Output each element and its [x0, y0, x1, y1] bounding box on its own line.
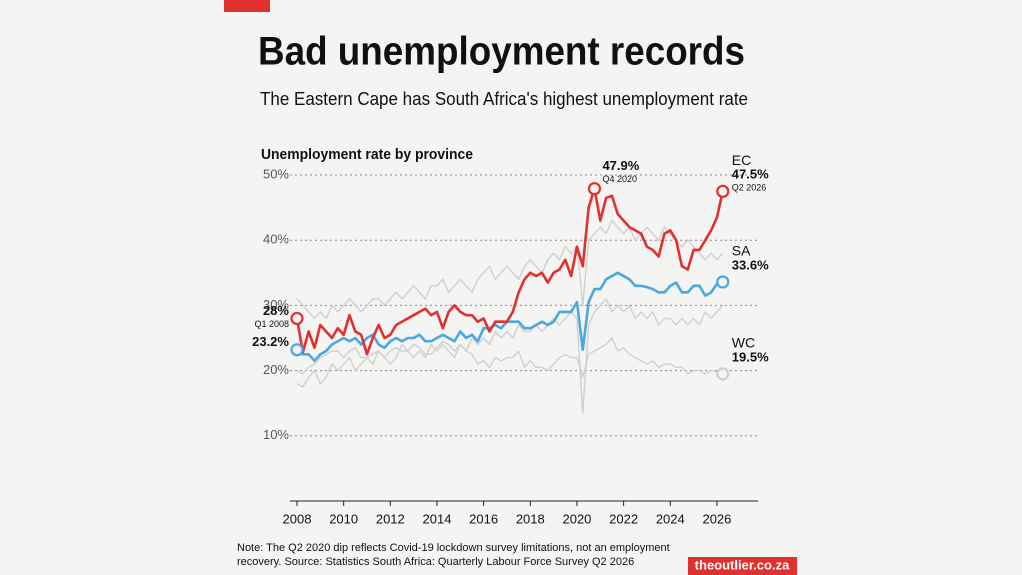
- y-tick-label: 50%: [263, 166, 289, 181]
- y-tick-label: 30%: [263, 297, 289, 312]
- annotation-value: 23.2%: [252, 334, 289, 349]
- brand-bar: [224, 0, 270, 12]
- highlight-point: [587, 182, 602, 196]
- x-tick-label: 2010: [329, 511, 358, 526]
- highlight-point: [716, 184, 730, 198]
- y-tick-label: 10%: [263, 427, 289, 442]
- axis-title: Unemployment rate by province: [261, 146, 473, 163]
- note: recovery. Source: Statistics South Afric…: [237, 556, 634, 568]
- annotation-value: 33.6%: [732, 257, 769, 272]
- brand-box: [688, 557, 797, 575]
- series-label: WC: [732, 335, 755, 351]
- series-line: [296, 337, 723, 378]
- x-tick-label: 2016: [469, 511, 498, 526]
- x-tick-label: 2024: [656, 511, 685, 526]
- annotation-period: Q2 2026: [732, 183, 767, 193]
- series-label: EC: [732, 152, 751, 168]
- chart-title: Bad unemployment records: [258, 30, 745, 74]
- note: Note: The Q2 2020 dip reflects Covid-19 …: [237, 542, 670, 554]
- series-line: [296, 271, 724, 363]
- y-tick-label: 40%: [263, 232, 289, 247]
- annotation-value: 19.5%: [732, 349, 769, 364]
- annotation-value: 47.5%: [732, 167, 769, 182]
- x-tick-label: 2008: [283, 511, 312, 526]
- series-line: [296, 219, 724, 320]
- x-tick-label: 2026: [702, 511, 731, 526]
- annotation-value: 28%: [263, 303, 289, 318]
- brand: theoutlier.co.za: [695, 557, 790, 572]
- y-tick-label: 20%: [263, 362, 289, 377]
- subtitle: The Eastern Cape has South Africa's high…: [260, 89, 748, 109]
- x-tick-label: 2014: [423, 511, 452, 526]
- x-tick-label: 2012: [376, 511, 405, 526]
- highlight-point: [716, 275, 730, 289]
- annotation-period: Q1 2008: [254, 319, 289, 329]
- annotation-value: 47.9%: [602, 158, 639, 173]
- highlight-point: [716, 367, 730, 381]
- x-tick-label: 2018: [516, 511, 545, 526]
- annotation-period: Q4 2020: [602, 174, 637, 184]
- x-tick-label: 2020: [562, 511, 591, 526]
- highlight-point: [290, 311, 304, 326]
- series-label: SA: [732, 243, 751, 259]
- highlight-point: [290, 343, 304, 357]
- series-line: [295, 187, 725, 356]
- series-line: [296, 298, 724, 414]
- x-tick-label: 2022: [609, 511, 638, 526]
